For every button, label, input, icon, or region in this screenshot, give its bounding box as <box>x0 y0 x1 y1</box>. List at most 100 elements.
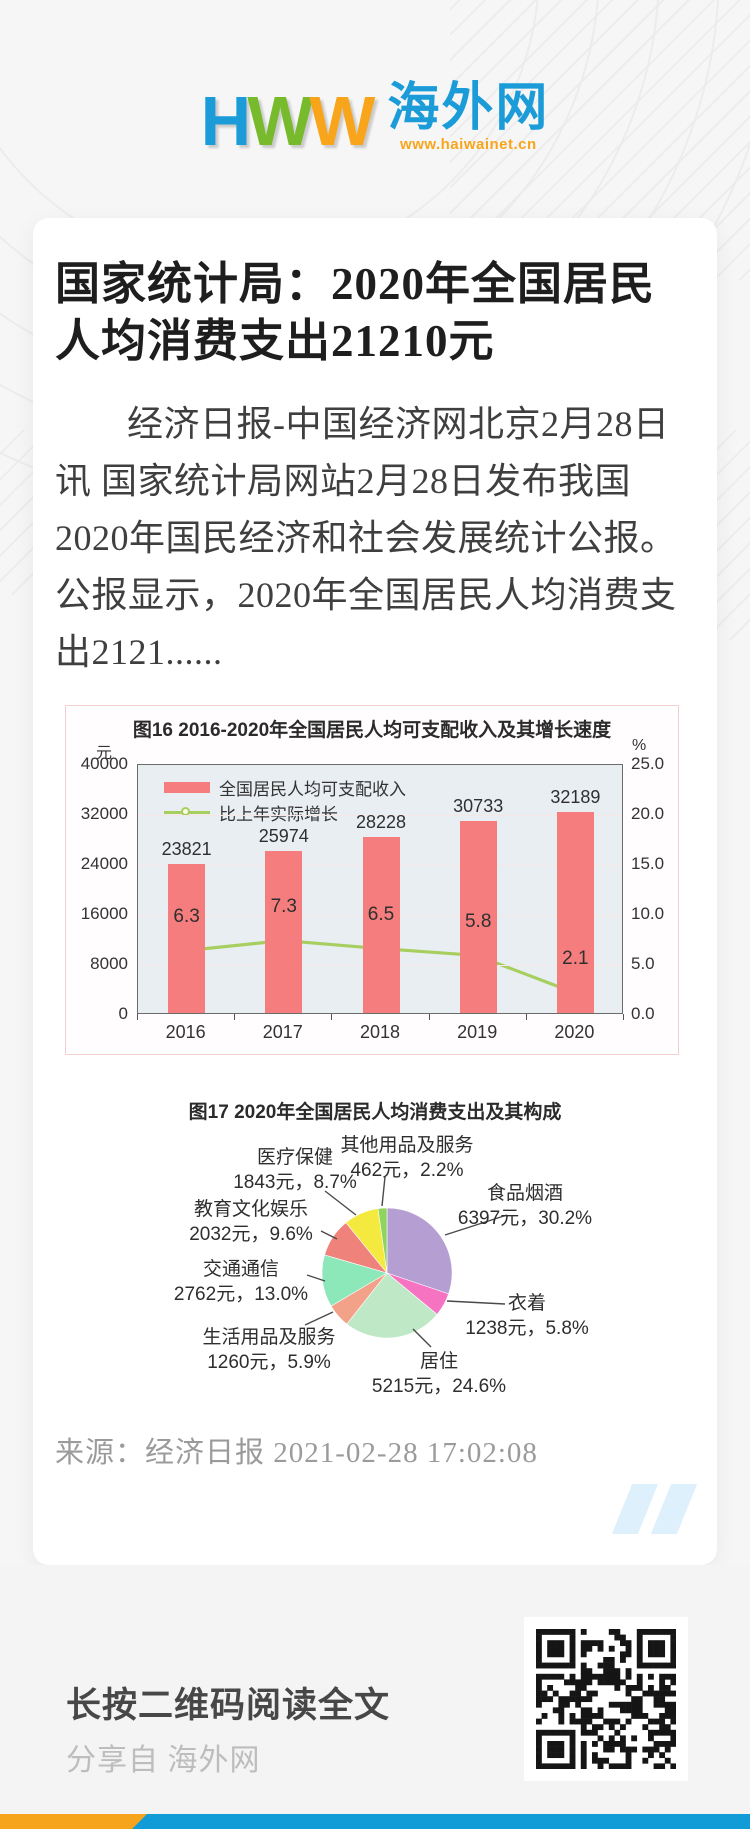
chart-income-and-growth: 图16 2016-2020年全国居民人均可支配收入及其增长速度 元 % 全国居民… <box>65 705 679 1055</box>
chart17-title: 图17 2020年全国居民人均消费支出及其构成 <box>188 1102 562 1123</box>
pie-slice-value: 2762元，13.0% <box>173 1284 309 1305</box>
site-header: HWW 海外网 www.haiwainet.cn <box>0 0 750 218</box>
bar-value-label: 30733 <box>453 795 504 816</box>
bar-legend-label: 全国居民人均可支配收入 <box>219 780 406 799</box>
bar-value-label: 28228 <box>355 811 407 832</box>
income-bar <box>556 811 594 1013</box>
background-stripes <box>712 430 750 640</box>
bar-value-label: 32189 <box>550 786 601 807</box>
share-from-text: 分享自 海外网 <box>66 1744 261 1777</box>
x-axis-tick-mark <box>137 1014 138 1020</box>
qr-code-image <box>536 1629 676 1769</box>
bar-value-label: 23821 <box>161 839 212 860</box>
left-axis-unit: 元 <box>96 745 113 762</box>
pie-leader-line <box>381 1176 386 1207</box>
pie-slice-name: 交通通信 <box>202 1259 279 1280</box>
chart-consumption-structure: 图17 2020年全国居民人均消费支出及其构成 食品烟酒 6397元，30.2% 衣… <box>55 1085 695 1403</box>
right-axis-tick: 5.0 <box>631 954 655 973</box>
logo-letter-h: H <box>200 81 252 160</box>
pie-leader-line <box>446 1300 506 1305</box>
pie-slice-value: 1260元，5.9% <box>207 1352 331 1373</box>
pie-slice-label: 食品烟酒 6397元，30.2% <box>415 1181 635 1231</box>
right-axis-tick: 20.0 <box>631 804 665 823</box>
chart16-legend: 全国居民人均可支配收入 比上年实际增长 <box>164 775 406 825</box>
right-axis-tick: 10.0 <box>631 904 665 923</box>
article-card: 国家统计局：2020年全国居民人均消费支出21210元 经济日报-中国经济网北京… <box>33 218 717 1565</box>
x-axis-year-label: 2018 <box>359 1022 401 1042</box>
income-bar <box>459 820 497 1013</box>
pie-leader-line <box>306 1274 326 1282</box>
pie-slice-name: 其他用品及服务 <box>340 1135 474 1156</box>
growth-value-label: 6.5 <box>367 904 395 925</box>
pie-slice-value: 462元，2.2% <box>350 1160 464 1181</box>
pie-chart <box>304 1176 508 1348</box>
source-line: 来源：经济日报 2021-02-28 17:02:08 <box>55 1437 538 1469</box>
haiwainet-logo: HWW 海外网 www.haiwainet.cn <box>0 0 750 156</box>
bottom-accent-bar <box>0 1814 750 1829</box>
hww-logo-letters: HWW <box>201 86 376 156</box>
pie-slice-name: 食品烟酒 <box>486 1183 563 1204</box>
pie-slice-label: 其他用品及服务 462元，2.2% <box>297 1133 517 1183</box>
pie-leader-line <box>320 1230 338 1240</box>
growth-value-label: 2.1 <box>562 948 589 969</box>
left-axis-tick: 16000 <box>80 904 128 923</box>
growth-value-label: 5.8 <box>464 911 492 932</box>
decorative-slashes-icon <box>609 1484 698 1539</box>
pie-leader-line <box>304 1311 334 1326</box>
bottom-bar-orange-segment <box>0 1814 147 1829</box>
income-bar <box>362 836 400 1013</box>
logo-letter-w2: W <box>309 81 375 160</box>
pie-slice-name: 居住 <box>419 1351 458 1372</box>
pie-slice <box>346 1272 438 1339</box>
article-title: 国家统计局：2020年全国居民人均消费支出21210元 <box>55 259 656 366</box>
share-footer: 长按二维码阅读全文 分享自 海外网 <box>0 1565 750 1814</box>
pie-slice <box>386 1207 453 1295</box>
x-axis-tick-mark <box>234 1014 236 1020</box>
right-axis-unit: % <box>632 737 647 754</box>
pie-slice-label: 教育文化娱乐 2032元，9.6% <box>141 1197 361 1247</box>
x-axis-tick-mark <box>525 1014 527 1020</box>
chart16-plot-area: 全国居民人均可支配收入 比上年实际增长 23821 6.3 25974 7.3 2822… <box>137 764 623 1014</box>
growth-value-label: 7.3 <box>270 896 297 917</box>
x-axis-tick-mark <box>623 1014 624 1020</box>
bar-value-label: 25974 <box>258 825 309 846</box>
qr-code[interactable] <box>524 1617 688 1781</box>
pie-slice-label: 生活用品及服务 1260元，5.9% <box>159 1325 379 1375</box>
logo-site-url: www.haiwainet.cn <box>400 136 537 153</box>
legend-row-bars: 全国居民人均可支配收入 <box>164 775 406 800</box>
pie-slice-value: 1843元，8.7% <box>233 1172 357 1193</box>
pie-slice-value: 5215元，24.6% <box>371 1376 507 1397</box>
background-stripes <box>0 430 38 595</box>
x-axis-year-label: 2019 <box>457 1022 498 1042</box>
pie-slice-label: 医疗保健 1843元，8.7% <box>185 1145 405 1195</box>
x-axis-tick-mark <box>428 1014 430 1020</box>
growth-value-label: 6.3 <box>173 906 200 927</box>
pie-slice-label: 衣着 1238元，5.8% <box>417 1291 637 1341</box>
pie-slice-name: 医疗保健 <box>256 1147 333 1168</box>
pie-slice-label: 居住 5215元，24.6% <box>329 1349 549 1399</box>
pie-leader-line <box>324 1190 357 1216</box>
x-axis-year-label: 2016 <box>165 1022 206 1042</box>
gridline <box>138 815 622 816</box>
qr-cta-text: 长按二维码阅读全文 <box>66 1686 391 1725</box>
pie-slice-name: 教育文化娱乐 <box>193 1199 308 1220</box>
income-bar <box>265 850 303 1013</box>
left-axis-tick: 0 <box>118 1004 128 1023</box>
chart16-title: 图16 2016-2020年全国居民人均可支配收入及其增长速度 <box>132 720 612 741</box>
pie-slice-value: 6397元，30.2% <box>457 1208 593 1229</box>
x-axis-tick-mark <box>331 1014 333 1020</box>
logo-site-name: 海外网 <box>387 79 550 137</box>
pie-slice-value: 1238元，5.8% <box>465 1318 589 1339</box>
logo-wordmark: 海外网 www.haiwainet.cn <box>387 82 549 153</box>
right-axis-tick: 0.0 <box>631 1004 655 1023</box>
right-axis-tick: 15.0 <box>631 854 665 873</box>
pie-slice-label: 交通通信 2762元，13.0% <box>131 1257 351 1307</box>
right-axis-tick: 25.0 <box>631 754 665 773</box>
line-legend-label: 比上年实际增长 <box>219 805 338 824</box>
x-axis-year-label: 2017 <box>262 1022 303 1042</box>
pie-slice-name: 衣着 <box>507 1293 546 1314</box>
left-axis-tick: 40000 <box>80 754 128 773</box>
bar-legend-swatch <box>164 782 210 793</box>
pie-slice-name: 生活用品及服务 <box>202 1327 336 1348</box>
